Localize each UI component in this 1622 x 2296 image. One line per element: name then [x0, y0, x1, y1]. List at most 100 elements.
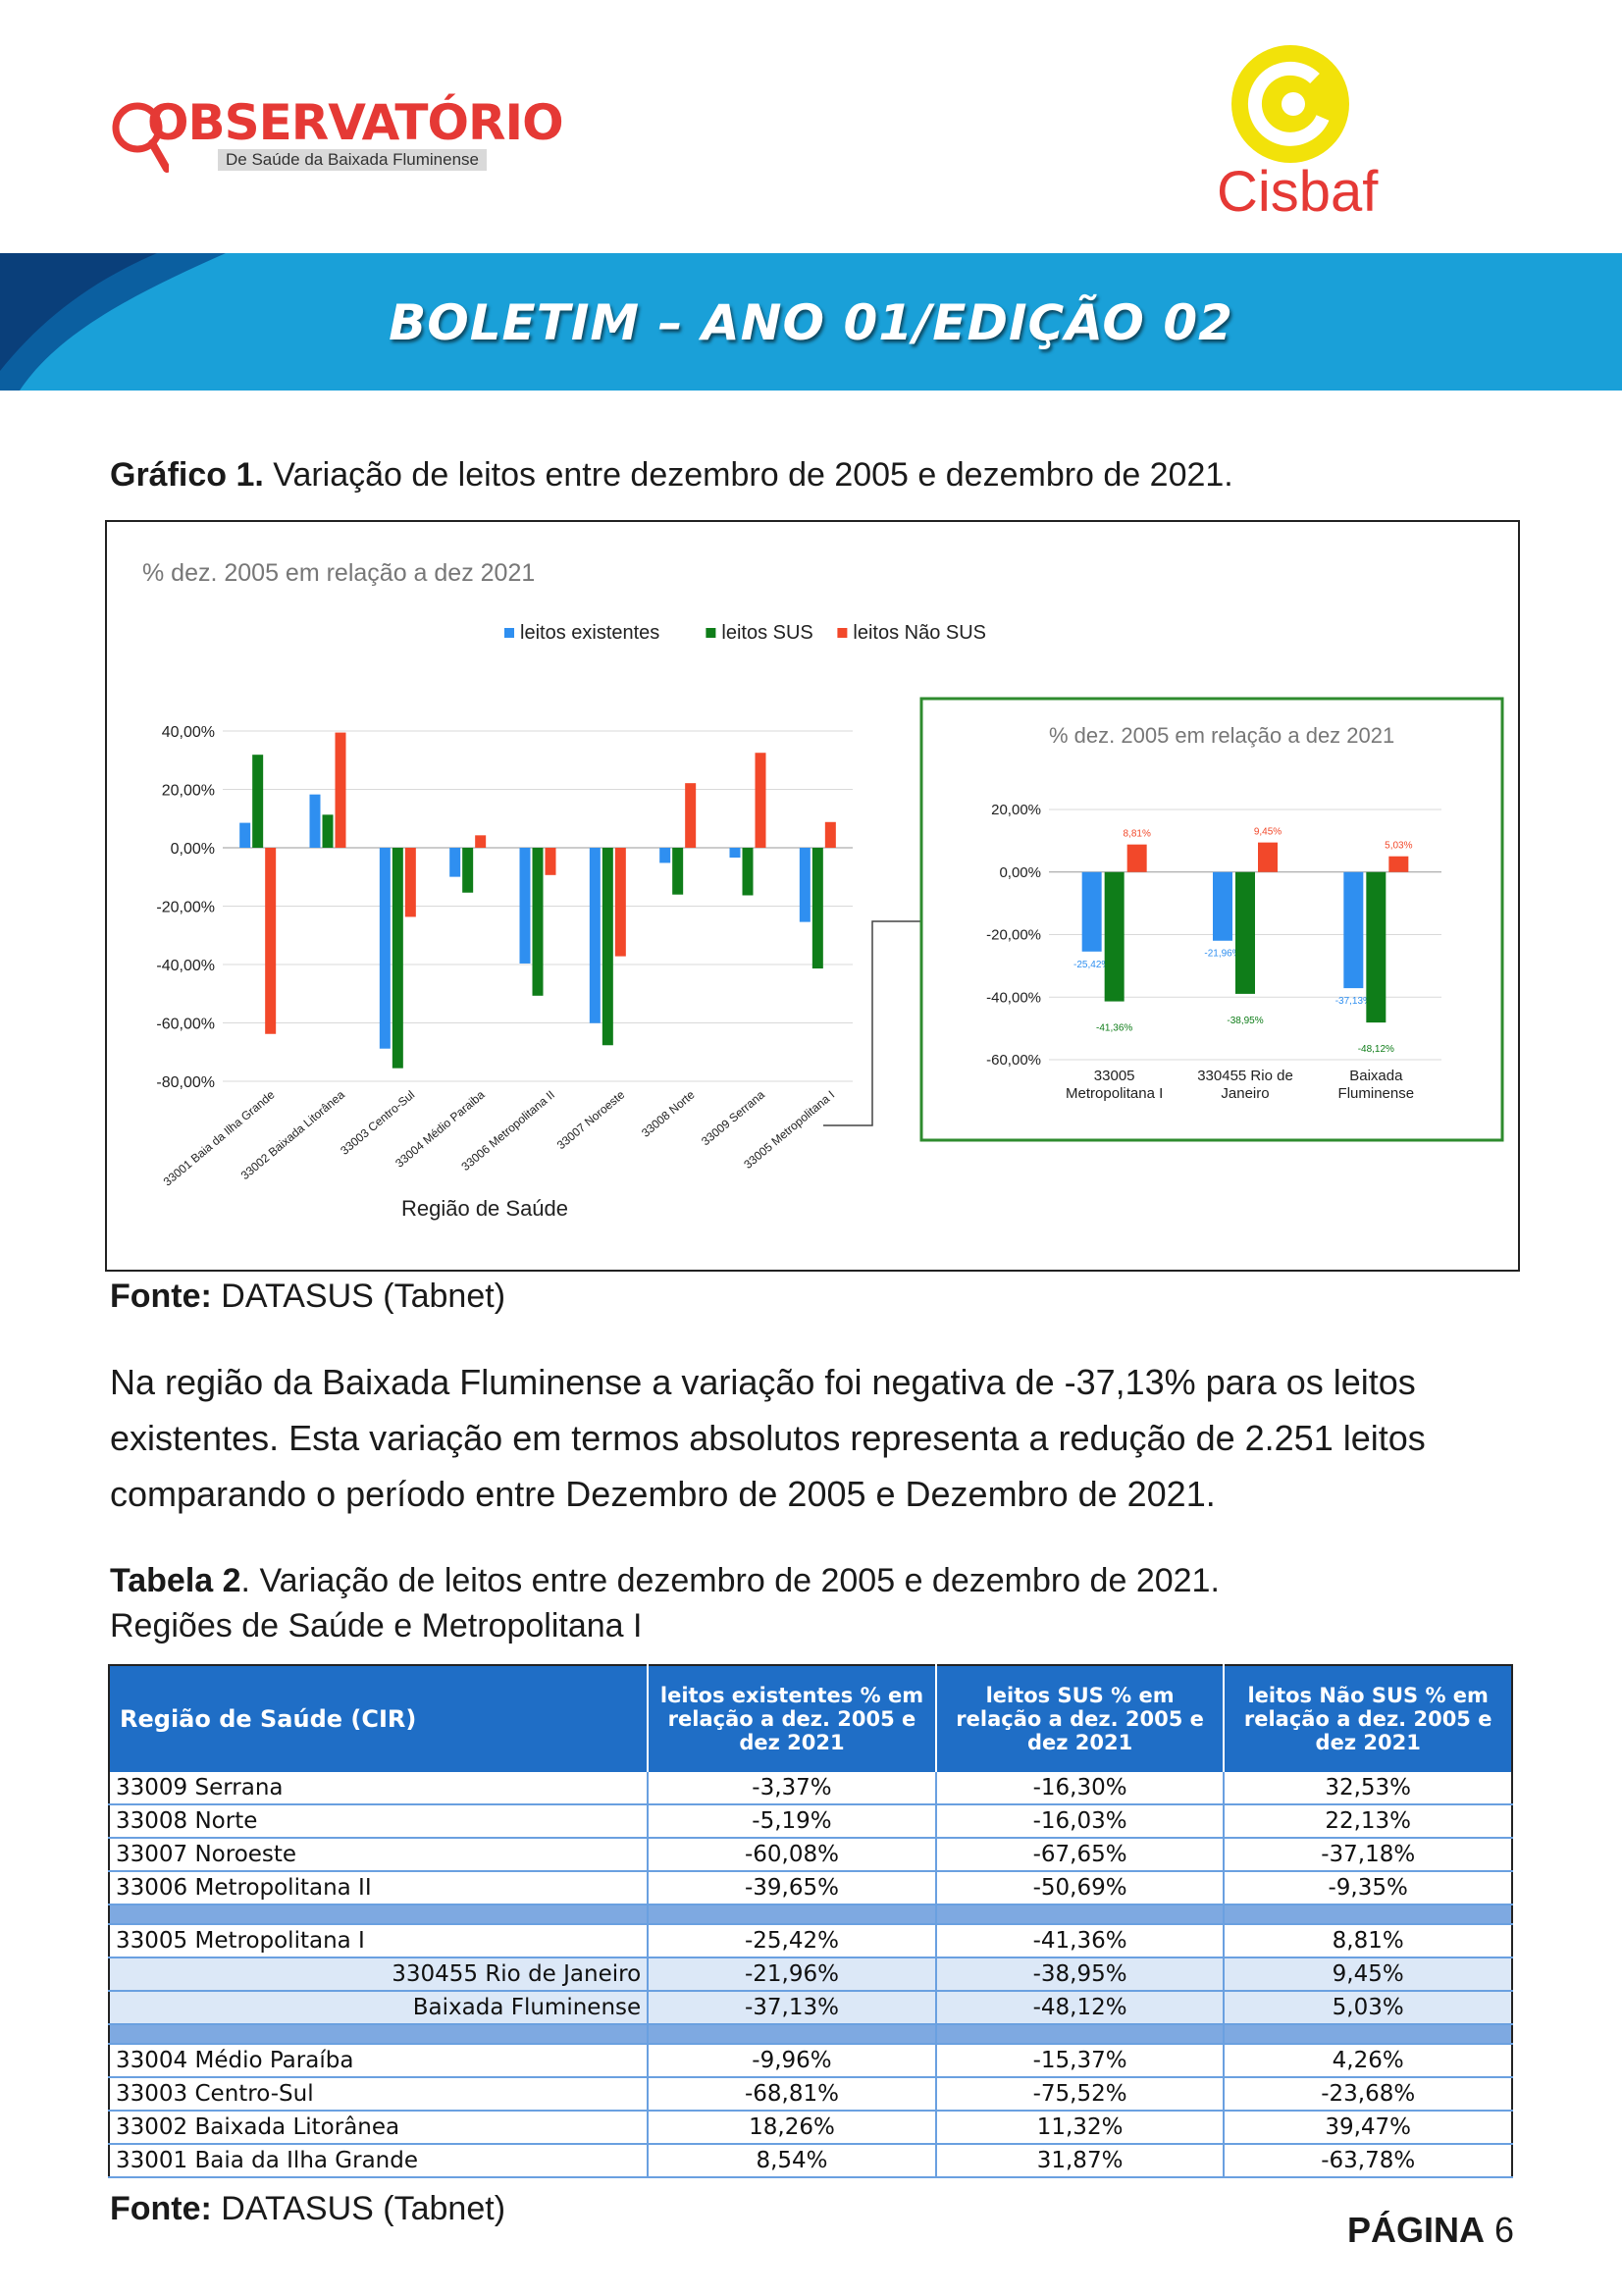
separator-cell — [1224, 1905, 1512, 1925]
cell-value: 8,81% — [1224, 1924, 1512, 1958]
inset-bar — [1104, 871, 1125, 1002]
inset-y-tick-label: -40,00% — [986, 989, 1041, 1006]
chart-source-label: Fonte: — [110, 1278, 212, 1315]
table-separator-row — [109, 1905, 1512, 1925]
table-row: 33004 Médio Paraíba -9,96% -15,37% 4,26% — [109, 2044, 1512, 2078]
inset-bar — [1258, 842, 1278, 872]
cell-value: -38,95% — [935, 1957, 1226, 1992]
cell-value: 5,03% — [1224, 1991, 1512, 2025]
table-row: 33001 Baia da Ilha Grande 8,54% 31,87% -63,… — [109, 2144, 1512, 2178]
observatorio-subtitle: De Saúde da Baixada Fluminense — [218, 149, 487, 171]
inset-data-label: 8,81% — [1123, 829, 1150, 840]
cell-value: -9,35% — [1224, 1871, 1512, 1905]
inset-data-label: -41,36% — [1096, 1023, 1132, 1034]
bar — [755, 753, 766, 848]
inset-y-tick-label: 0,00% — [999, 864, 1041, 881]
legend-label: leitos Não SUS — [853, 622, 986, 644]
page-label: PÁGINA — [1346, 2210, 1485, 2250]
header-leitos-nao-sus: leitos Não SUS % em relação a dez. 2005 … — [1224, 1665, 1512, 1772]
table-row: 33003 Centro-Sul -68,81% -75,52% -23,68% — [109, 2077, 1512, 2112]
bar — [824, 821, 836, 848]
cell-value: -16,03% — [935, 1804, 1226, 1839]
inset-y-tick-label: -60,00% — [986, 1052, 1041, 1069]
table-caption-label: Tabela 2 — [110, 1562, 241, 1599]
cell-value: -15,37% — [935, 2044, 1226, 2078]
table-row: 33009 Serrana -3,37% -16,30% 32,53% — [109, 1772, 1512, 1805]
separator-cell — [935, 1905, 1226, 1925]
table-row: 33005 Metropolitana I -25,42% -41,36% 8,81% — [109, 1924, 1512, 1958]
cell-value: -60,08% — [648, 1838, 937, 1872]
bar — [729, 848, 741, 859]
table-body: 33009 Serrana -3,37% -16,30% 32,53% 33008 No… — [109, 1772, 1512, 2178]
cell-region: 330455 Rio de Janeiro — [109, 1957, 650, 1992]
y-tick-label: -80,00% — [156, 1074, 215, 1091]
table-caption: Tabela 2. Variação de leitos entre dezem… — [110, 1558, 1220, 1648]
bar — [545, 848, 556, 875]
cell-region: 33009 Serrana — [109, 1772, 650, 1805]
chart-caption-text: Variação de leitos entre dezembro de 200… — [263, 456, 1233, 494]
x-tick-label: 33001 Baia da Ilha Grande — [161, 1087, 278, 1188]
connector-line — [823, 920, 921, 1126]
cell-value: -23,68% — [1224, 2077, 1512, 2112]
page-number-value: 6 — [1493, 2210, 1514, 2250]
bar — [392, 848, 403, 1069]
bar — [322, 814, 334, 848]
body-paragraph: Na região da Baixada Fluminense a variaç… — [110, 1362, 1426, 1514]
cell-value: -48,12% — [935, 1991, 1226, 2025]
chart-caption: Gráfico 1. Variação de leitos entre deze… — [110, 456, 1233, 495]
cell-region: 33003 Centro-Sul — [109, 2077, 650, 2112]
cell-value: -75,52% — [935, 2077, 1226, 2112]
bar — [811, 848, 823, 969]
bar — [335, 732, 346, 848]
x-axis-title: Região de Saúde — [401, 1196, 568, 1221]
header-leitos-existentes: leitos existentes % em relação a dez. 20… — [648, 1665, 937, 1772]
chart-source: Fonte: DATASUS (Tabnet) — [110, 1278, 505, 1316]
separator-cell — [648, 1905, 937, 1925]
cell-region: 33008 Norte — [109, 1804, 650, 1839]
observatorio-logo: OBSERVATÓRIO De Saúde da Baixada Flumine… — [110, 90, 564, 179]
cell-region: 33005 Metropolitana I — [109, 1924, 650, 1958]
cell-value: -39,65% — [648, 1871, 937, 1905]
inset-y-tick-label: 20,00% — [991, 802, 1041, 818]
inset-x-tick-label: Janeiro — [1221, 1085, 1269, 1102]
table-row: 33007 Noroeste -60,08% -67,65% -37,18% — [109, 1838, 1512, 1872]
table-row: 33006 Metropolitana II -39,65% -50,69% -9,3… — [109, 1871, 1512, 1905]
bar — [252, 755, 264, 848]
cell-value: 32,53% — [1224, 1772, 1512, 1805]
inset-bar — [1366, 871, 1387, 1023]
bar — [519, 848, 531, 964]
chart-frame: % dez. 2005 em relação a dez 2021 leitos … — [105, 520, 1520, 1272]
bar — [265, 848, 277, 1034]
header-regiao: Região de Saúde (CIR) — [109, 1665, 650, 1772]
bar — [379, 848, 391, 1049]
inset-x-tick-label: Baixada — [1349, 1068, 1403, 1084]
bar — [532, 848, 544, 996]
table-row: 330455 Rio de Janeiro -21,96% -38,95% 9,45% — [109, 1957, 1512, 1992]
cell-value: 22,13% — [1224, 1804, 1512, 1839]
inset-data-label: -21,96% — [1204, 949, 1240, 960]
table-row: 33002 Baixada Litorânea 18,26% 11,32% 39,47… — [109, 2111, 1512, 2145]
y-tick-label: -20,00% — [156, 900, 215, 916]
cisbaf-name: Cisbaf — [1217, 160, 1379, 224]
x-tick-label: 33008 Norte — [639, 1087, 698, 1139]
bar — [672, 848, 684, 895]
x-tick-label: 33009 Serrana — [699, 1087, 767, 1148]
inset-x-tick-label: Fluminense — [1338, 1085, 1415, 1102]
legend-swatch — [504, 628, 514, 638]
cell-value: 18,26% — [648, 2111, 937, 2145]
magnifier-icon — [112, 102, 169, 173]
cell-value: -37,13% — [648, 1991, 937, 2025]
chart-title: % dez. 2005 em relação a dez 2021 — [142, 559, 535, 587]
separator-cell — [1224, 2024, 1512, 2045]
y-tick-label: 40,00% — [162, 724, 215, 741]
inset-x-tick-label: 33005 — [1094, 1068, 1135, 1084]
inset-bar — [1081, 871, 1102, 952]
cell-value: -41,36% — [935, 1924, 1226, 1958]
cell-value: 31,87% — [935, 2144, 1226, 2178]
data-table: Região de Saúde (CIR) leitos existentes … — [108, 1664, 1513, 2178]
inset-bar — [1388, 856, 1409, 872]
table-row: Baixada Fluminense -37,13% -48,12% 5,03% — [109, 1991, 1512, 2025]
bar — [239, 822, 251, 848]
separator-cell — [648, 2024, 937, 2045]
bar — [589, 848, 601, 1023]
